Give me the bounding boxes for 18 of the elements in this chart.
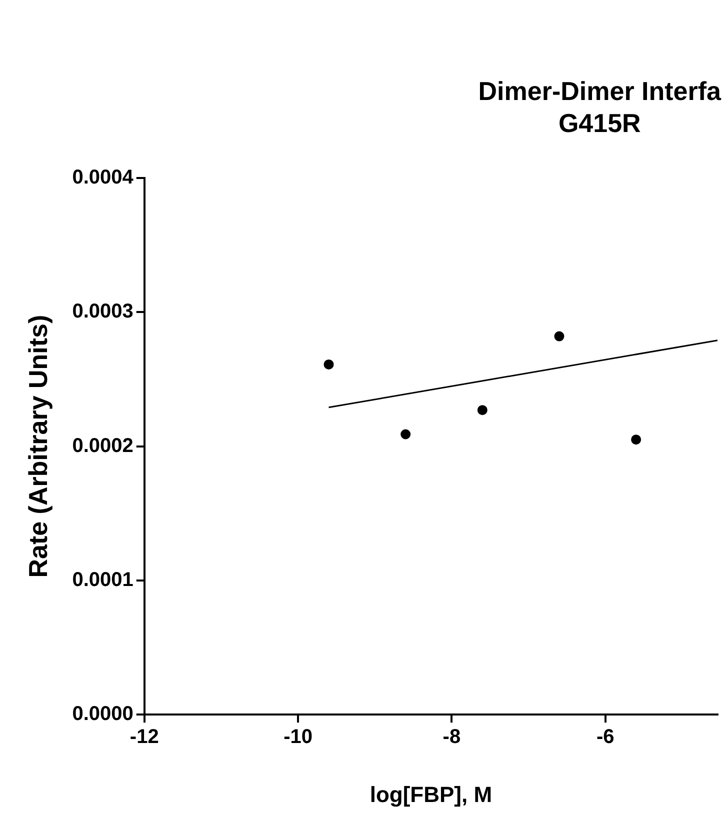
point	[554, 331, 564, 342]
point	[324, 359, 334, 370]
x-tick-label: -8	[442, 726, 461, 748]
x-tick-label: -6	[596, 726, 614, 748]
y-tick-label: 0.0001	[72, 568, 134, 591]
y-axis-title: Rate (Arbitrary Units)	[22, 314, 53, 578]
x-axis-title: log[FBP], M	[370, 782, 492, 807]
x-tick-label: -10	[284, 726, 312, 748]
chart-subtitle: G415R	[558, 108, 642, 138]
y-tick-label: 0.0002	[72, 434, 134, 457]
y-tick-label: 0.0004	[72, 166, 134, 189]
chart-title: Dimer-Dimer Interfa	[478, 76, 722, 106]
y-tick-label: 0.0000	[72, 703, 134, 726]
x-tick-label: -12	[130, 726, 159, 748]
point	[631, 434, 642, 445]
point	[477, 405, 488, 416]
point	[400, 429, 411, 440]
y-tick-label: 0.0003	[72, 300, 134, 323]
